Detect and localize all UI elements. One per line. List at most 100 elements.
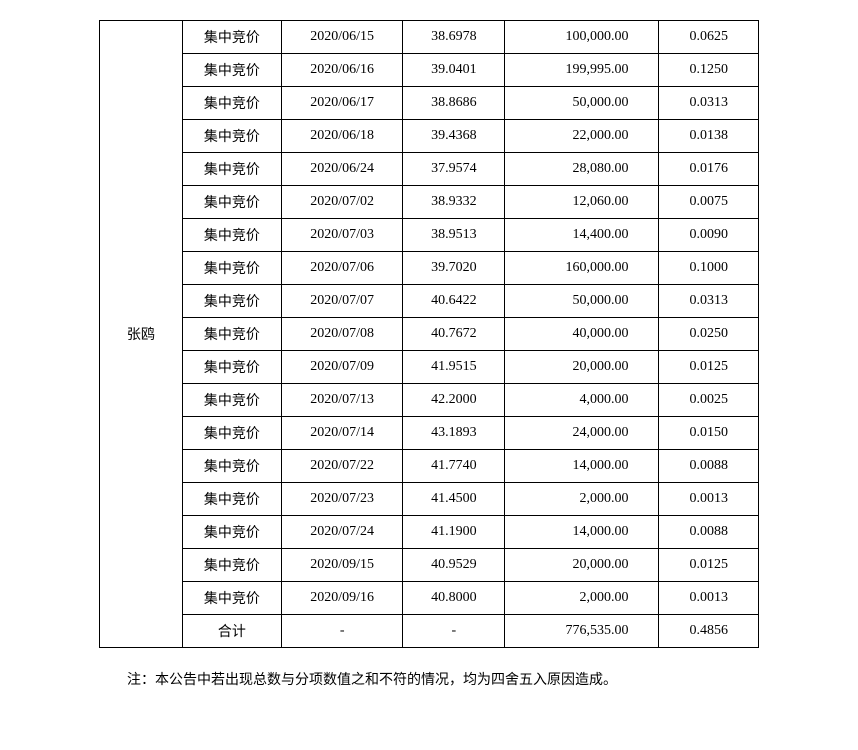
amount-cell: 20,000.00 [505, 351, 659, 384]
table-container: 张鸥集中竞价2020/06/1538.6978100,000.000.0625集… [99, 20, 759, 648]
method-cell: 集中竞价 [182, 252, 281, 285]
ratio-cell: 0.0013 [659, 582, 759, 615]
ratio-cell: 0.0088 [659, 450, 759, 483]
date-cell: 2020/07/24 [281, 516, 402, 549]
table-row: 集中竞价2020/07/0941.951520,000.000.0125 [100, 351, 759, 384]
table-row: 张鸥集中竞价2020/06/1538.6978100,000.000.0625 [100, 21, 759, 54]
table-row: 集中竞价2020/07/2241.774014,000.000.0088 [100, 450, 759, 483]
date-cell: 2020/09/15 [281, 549, 402, 582]
price-cell: 39.7020 [403, 252, 505, 285]
ratio-cell: 0.0125 [659, 549, 759, 582]
date-cell: 2020/07/08 [281, 318, 402, 351]
table-row: 集中竞价2020/07/0238.933212,060.000.0075 [100, 186, 759, 219]
method-cell: 集中竞价 [182, 483, 281, 516]
amount-cell: 160,000.00 [505, 252, 659, 285]
total-label-cell: 合计 [182, 615, 281, 648]
price-cell: 40.8000 [403, 582, 505, 615]
ratio-cell: 0.1250 [659, 54, 759, 87]
amount-cell: 100,000.00 [505, 21, 659, 54]
amount-cell: 199,995.00 [505, 54, 659, 87]
ratio-cell: 0.0313 [659, 87, 759, 120]
table-row: 集中竞价2020/07/0840.767240,000.000.0250 [100, 318, 759, 351]
ratio-cell: 0.0625 [659, 21, 759, 54]
amount-cell: 50,000.00 [505, 87, 659, 120]
amount-cell: 4,000.00 [505, 384, 659, 417]
price-cell: 39.4368 [403, 120, 505, 153]
price-cell: 43.1893 [403, 417, 505, 450]
total-price-cell: - [403, 615, 505, 648]
method-cell: 集中竞价 [182, 351, 281, 384]
table-row: 集中竞价2020/07/2341.45002,000.000.0013 [100, 483, 759, 516]
table-row: 集中竞价2020/06/2437.957428,080.000.0176 [100, 153, 759, 186]
method-cell: 集中竞价 [182, 582, 281, 615]
date-cell: 2020/06/18 [281, 120, 402, 153]
price-cell: 40.6422 [403, 285, 505, 318]
method-cell: 集中竞价 [182, 87, 281, 120]
table-row: 集中竞价2020/06/1839.436822,000.000.0138 [100, 120, 759, 153]
date-cell: 2020/06/16 [281, 54, 402, 87]
amount-cell: 28,080.00 [505, 153, 659, 186]
date-cell: 2020/07/09 [281, 351, 402, 384]
ratio-cell: 0.0138 [659, 120, 759, 153]
table-row: 集中竞价2020/07/0338.951314,400.000.0090 [100, 219, 759, 252]
date-cell: 2020/07/23 [281, 483, 402, 516]
total-amount-cell: 776,535.00 [505, 615, 659, 648]
date-cell: 2020/06/24 [281, 153, 402, 186]
table-row: 集中竞价2020/07/0639.7020160,000.000.1000 [100, 252, 759, 285]
price-cell: 38.9513 [403, 219, 505, 252]
price-cell: 42.2000 [403, 384, 505, 417]
amount-cell: 14,400.00 [505, 219, 659, 252]
ratio-cell: 0.0125 [659, 351, 759, 384]
date-cell: 2020/06/17 [281, 87, 402, 120]
table-row: 集中竞价2020/09/1640.80002,000.000.0013 [100, 582, 759, 615]
ratio-cell: 0.1000 [659, 252, 759, 285]
date-cell: 2020/07/03 [281, 219, 402, 252]
method-cell: 集中竞价 [182, 450, 281, 483]
amount-cell: 40,000.00 [505, 318, 659, 351]
price-cell: 41.9515 [403, 351, 505, 384]
method-cell: 集中竞价 [182, 54, 281, 87]
price-cell: 40.7672 [403, 318, 505, 351]
ratio-cell: 0.0176 [659, 153, 759, 186]
amount-cell: 50,000.00 [505, 285, 659, 318]
date-cell: 2020/07/02 [281, 186, 402, 219]
date-cell: 2020/07/13 [281, 384, 402, 417]
date-cell: 2020/07/06 [281, 252, 402, 285]
ratio-cell: 0.0025 [659, 384, 759, 417]
ratio-cell: 0.0150 [659, 417, 759, 450]
amount-cell: 24,000.00 [505, 417, 659, 450]
price-cell: 40.9529 [403, 549, 505, 582]
date-cell: 2020/07/07 [281, 285, 402, 318]
total-date-cell: - [281, 615, 402, 648]
price-cell: 38.9332 [403, 186, 505, 219]
method-cell: 集中竞价 [182, 153, 281, 186]
total-row: 合计--776,535.000.4856 [100, 615, 759, 648]
method-cell: 集中竞价 [182, 21, 281, 54]
data-table: 张鸥集中竞价2020/06/1538.6978100,000.000.0625集… [99, 20, 759, 648]
ratio-cell: 0.0088 [659, 516, 759, 549]
price-cell: 41.4500 [403, 483, 505, 516]
price-cell: 39.0401 [403, 54, 505, 87]
date-cell: 2020/07/22 [281, 450, 402, 483]
amount-cell: 2,000.00 [505, 582, 659, 615]
ratio-cell: 0.0013 [659, 483, 759, 516]
method-cell: 集中竞价 [182, 219, 281, 252]
method-cell: 集中竞价 [182, 120, 281, 153]
footnote: 注：本公告中若出现总数与分项数值之和不符的情况，均为四舍五入原因造成。 [99, 668, 759, 693]
price-cell: 37.9574 [403, 153, 505, 186]
ratio-cell: 0.0075 [659, 186, 759, 219]
date-cell: 2020/09/16 [281, 582, 402, 615]
ratio-cell: 0.0250 [659, 318, 759, 351]
amount-cell: 2,000.00 [505, 483, 659, 516]
method-cell: 集中竞价 [182, 318, 281, 351]
method-cell: 集中竞价 [182, 285, 281, 318]
method-cell: 集中竞价 [182, 417, 281, 450]
price-cell: 41.7740 [403, 450, 505, 483]
amount-cell: 20,000.00 [505, 549, 659, 582]
amount-cell: 22,000.00 [505, 120, 659, 153]
date-cell: 2020/06/15 [281, 21, 402, 54]
table-row: 集中竞价2020/06/1738.868650,000.000.0313 [100, 87, 759, 120]
date-cell: 2020/07/14 [281, 417, 402, 450]
person-name-cell: 张鸥 [100, 21, 183, 648]
amount-cell: 14,000.00 [505, 516, 659, 549]
